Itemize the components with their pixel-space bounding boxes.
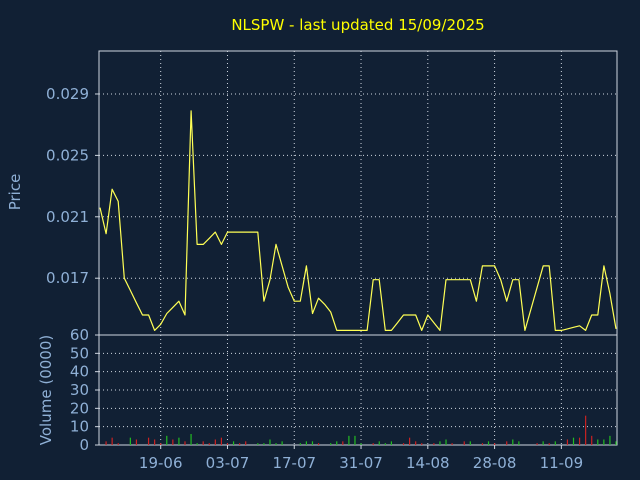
x-tick-label: 03-07: [206, 454, 250, 472]
volume-tick-label: 60: [70, 326, 89, 344]
x-tick-label: 31-07: [339, 454, 383, 472]
x-tick-label: 11-09: [540, 454, 584, 472]
volume-axis-label: Volume (0000): [37, 335, 55, 445]
price-tick-label: 0.021: [46, 208, 89, 226]
x-tick-label: 14-08: [406, 454, 450, 472]
price-tick-label: 0.029: [46, 85, 89, 103]
chart-title: NLSPW - last updated 15/09/2025: [231, 16, 484, 34]
volume-tick-label: 40: [70, 363, 89, 381]
volume-tick-label: 0: [79, 436, 89, 454]
x-tick-label: 17-07: [272, 454, 316, 472]
volume-tick-label: 50: [70, 344, 89, 362]
price-tick-label: 0.017: [46, 269, 89, 287]
volume-tick-label: 20: [70, 399, 89, 417]
x-axis-ticks: 19-06 03-07 17-07 31-07 14-08 28-08 11-09: [139, 51, 583, 472]
volume-tick-label: 30: [70, 381, 89, 399]
x-tick-label: 28-08: [473, 454, 517, 472]
price-tick-label: 0.025: [46, 146, 89, 164]
price-line-series: [99, 110, 617, 331]
x-tick-label: 19-06: [139, 454, 183, 472]
price-grid: [99, 93, 617, 279]
price-axis-label: Price: [6, 174, 24, 211]
volume-grid: [99, 334, 617, 446]
price-y-ticks: 0.029 0.025 0.021 0.017: [46, 85, 99, 287]
volume-tick-label: 10: [70, 418, 89, 436]
volume-bars: [105, 415, 617, 445]
